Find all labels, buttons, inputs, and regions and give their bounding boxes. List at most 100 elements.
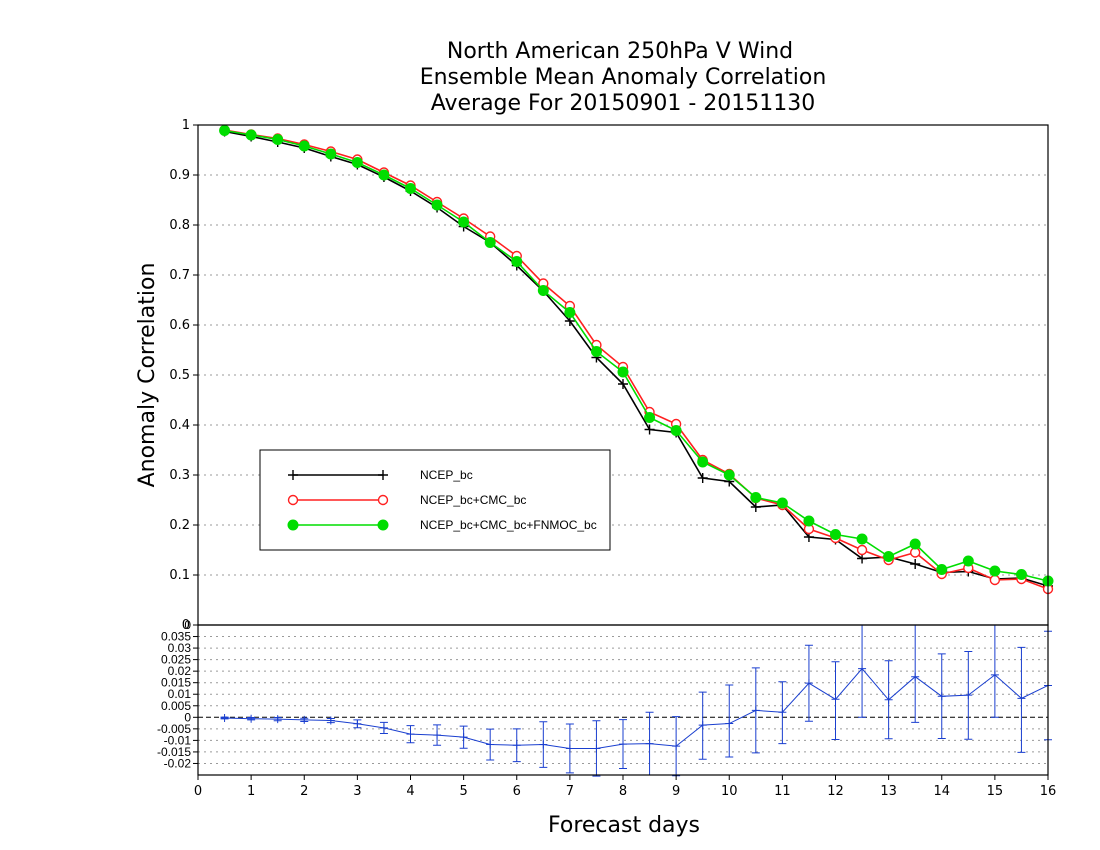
main-y-tick-label: 0.4 [169, 418, 190, 433]
data-point [962, 555, 974, 567]
difference-point [884, 695, 893, 704]
main-y-tick-label: 0.7 [169, 268, 190, 283]
difference-point [672, 742, 681, 751]
difference-point [459, 733, 468, 742]
x-tick-label: 12 [827, 784, 844, 799]
main-y-tick-label: 0.2 [169, 518, 190, 533]
data-point [936, 564, 948, 575]
difference-point [698, 721, 707, 730]
data-point [325, 148, 337, 160]
data-point [272, 134, 284, 145]
chart-title-line-2: Ensemble Mean Anomaly Correlation [420, 65, 827, 90]
legend-item-NCEP_bc+CMC_bc+FNMOC_bc: NCEP_bc+CMC_bc+FNMOC_bc [287, 518, 597, 532]
data-point [564, 307, 576, 318]
difference-point [778, 708, 787, 717]
difference-point [751, 706, 760, 715]
difference-point [565, 744, 574, 753]
data-point [511, 256, 523, 267]
data-point [723, 469, 735, 481]
difference-point [964, 691, 973, 700]
difference-gridlines [198, 636, 1048, 764]
difference-y-tick-label: -0.01 [164, 733, 192, 747]
x-tick-label: 9 [672, 784, 680, 799]
legend-marker [377, 494, 389, 506]
x-tick-label: 6 [513, 784, 521, 799]
difference-point [725, 719, 734, 728]
data-point [750, 492, 762, 503]
legend-marker [288, 470, 298, 480]
x-tick-label: 2 [300, 784, 308, 799]
x-tick-label: 10 [721, 784, 738, 799]
difference-point [326, 716, 335, 725]
main-gridlines [198, 174, 1048, 576]
data-point [697, 473, 708, 483]
x-tick-label: 8 [619, 784, 627, 799]
data-point [883, 551, 895, 562]
x-tick-label: 15 [987, 784, 1004, 799]
legend-item-NCEP_bc+CMC_bc: NCEP_bc+CMC_bc [287, 493, 526, 507]
series-line [224, 130, 1049, 587]
difference-point [353, 719, 362, 728]
data-point [617, 366, 629, 378]
main-y-tick-label: 0.9 [169, 168, 190, 183]
data-point [856, 533, 868, 545]
main-panel: 0 0.1 0.2 0.3 0.4 0.5 0.6 0.7 0.8 0.9 1 [169, 118, 1054, 633]
x-tick-label: 16 [1040, 784, 1057, 799]
data-point [351, 157, 363, 168]
legend-label: NCEP_bc [420, 468, 473, 482]
data-point [910, 559, 921, 569]
x-axis-title: Forecast days [548, 813, 700, 838]
x-tick-label: 0 [194, 784, 202, 799]
x-tick-label: 3 [353, 784, 361, 799]
difference-y-tick-label: 0.035 [161, 630, 191, 644]
data-point [298, 140, 310, 152]
main-y-tick-label: 0.8 [169, 218, 190, 233]
data-point [1015, 569, 1027, 580]
difference-y-tick-label: -0.005 [157, 722, 191, 736]
difference-y-tick-label: 0.005 [161, 699, 191, 713]
difference-y-tick-label: -0.02 [164, 756, 192, 770]
legend-item-NCEP_bc: NCEP_bc [288, 468, 473, 482]
x-tick-label: 5 [459, 784, 467, 799]
data-point [670, 425, 682, 436]
data-point [245, 129, 257, 141]
x-tick-label: 14 [933, 784, 950, 799]
difference-point [804, 679, 813, 688]
data-point [644, 424, 655, 435]
data-point [803, 515, 815, 527]
main-y-tick-label: 1 [182, 118, 190, 133]
data-point [989, 565, 1001, 577]
data-point [405, 183, 416, 194]
difference-point [592, 744, 601, 753]
difference-point [619, 740, 627, 749]
difference-point [406, 730, 415, 739]
difference-point [379, 723, 388, 732]
difference-point [831, 695, 840, 704]
data-point [484, 237, 496, 248]
difference-point [247, 714, 256, 723]
x-tick-label: 11 [774, 784, 791, 799]
difference-point [858, 664, 867, 673]
data-point [776, 497, 788, 509]
data-point [856, 544, 868, 556]
data-point [697, 456, 709, 468]
x-axis-ticks: 0 1 2 3 4 5 6 7 8 9 10 11 12 13 14 15 16 [194, 775, 1056, 799]
chart-title-line-3: Average For 20150901 - 20151130 [431, 91, 816, 116]
y-axis-title: Anomaly Correlation [135, 263, 160, 488]
legend-marker [287, 494, 299, 506]
difference-y-tick-label: 0.03 [168, 641, 192, 655]
x-tick-label: 1 [247, 784, 255, 799]
difference-y-tick-label: 0.015 [161, 676, 191, 690]
data-point [590, 346, 602, 357]
legend-marker [378, 470, 388, 480]
main-y-tick-label: 0.1 [169, 568, 190, 583]
data-point [830, 529, 841, 540]
x-tick-label: 7 [566, 784, 574, 799]
difference-line [224, 667, 1049, 749]
data-point [750, 502, 761, 512]
data-point [644, 412, 656, 423]
series-NCEP_bc+CMC_bc+FNMOC_bc [219, 125, 1054, 587]
difference-point [937, 692, 946, 701]
